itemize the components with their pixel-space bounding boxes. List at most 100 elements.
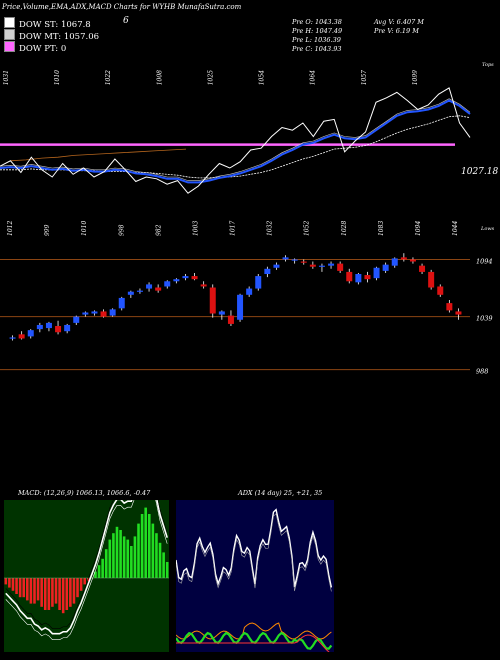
macd-histogram-bar: [79, 578, 83, 591]
top-tick-label: 1010: [54, 70, 61, 85]
macd-histogram-bar: [47, 578, 51, 610]
macd-chart: [4, 500, 169, 652]
candle-body: [27, 330, 34, 337]
candle-body: [200, 284, 207, 287]
candle-body: [291, 259, 298, 261]
candle-body: [64, 324, 71, 332]
pre-low: Pre L: 1036.39: [292, 36, 341, 44]
macd-histogram-bar: [83, 578, 86, 585]
macd-histogram-bar: [4, 578, 8, 585]
candle-body: [282, 257, 289, 260]
candle-body: [328, 263, 335, 266]
macd-histogram-bar: [65, 578, 69, 610]
candle-body: [209, 287, 216, 314]
dma-pt-legend: DOW PT: 0: [4, 41, 66, 54]
candle-body: [173, 279, 180, 282]
macd-histogram-bar: [11, 578, 15, 591]
plus-di-line: [176, 631, 333, 650]
top-tick-label: 1025: [207, 70, 214, 85]
candle-body: [264, 268, 271, 274]
macd-histogram-bar: [22, 578, 26, 598]
candle-body: [428, 271, 435, 288]
grid-label: 1039: [476, 315, 493, 323]
candle-body: [182, 276, 189, 279]
macd-histogram-bar: [76, 578, 79, 598]
candle-body: [55, 326, 62, 333]
macd-histogram-bar: [36, 578, 40, 601]
candle-body: [355, 274, 362, 283]
price-line: [0, 87, 471, 194]
candlestick-chart: 1094 1039 988: [0, 253, 493, 376]
candle-body: [227, 315, 234, 324]
dma-pt-label: DOW PT: 0: [19, 44, 67, 54]
candle-body: [218, 311, 225, 315]
candle-body: [18, 334, 25, 339]
grid-label: 1094: [476, 257, 493, 265]
macd-histogram-bar: [54, 578, 58, 604]
signal-line-dark: [5, 500, 168, 629]
macd-histogram-bar: [51, 578, 54, 607]
macd-histogram-bar: [58, 578, 61, 610]
lows-label: Lows: [480, 226, 495, 232]
grid-label: 988: [476, 368, 488, 376]
candle-body: [100, 311, 107, 317]
price-lines: [0, 87, 471, 194]
dma-mt-label: DOW MT: 1057.06: [19, 32, 100, 42]
candle-body: [255, 276, 262, 289]
last-value-label: 1027.18: [461, 167, 498, 177]
macd-histogram-bar: [33, 578, 36, 604]
candle-body: [127, 291, 134, 295]
candle-body: [246, 288, 253, 295]
top-tick-label: 1008: [156, 70, 163, 85]
macd-histogram-bar: [101, 558, 104, 578]
macd-histogram-bar: [140, 514, 144, 578]
macd-marks: [4, 500, 169, 640]
macd-histogram-bar: [108, 539, 112, 578]
macd-histogram-bar: [155, 533, 158, 578]
candle-body: [382, 264, 389, 271]
macd-background: [4, 500, 169, 652]
candle-body: [391, 258, 398, 266]
macd-histogram-bar: [69, 578, 72, 607]
bottom-tick-label: 998: [118, 224, 125, 236]
macd-histogram-bar: [126, 539, 130, 578]
trend-line: [9, 148, 187, 162]
candle-body: [45, 322, 52, 329]
candle-body: [164, 281, 171, 287]
macd-histogram-bar: [29, 578, 33, 604]
bottom-tick-label: 1012: [7, 221, 14, 236]
candle-body: [109, 309, 116, 316]
macd-histogram-bar: [133, 536, 137, 578]
macd-histogram-bar: [130, 546, 133, 578]
macd-histogram-bar: [112, 533, 115, 578]
candle-body: [36, 324, 43, 330]
bottom-tick-label: 1003: [192, 221, 199, 236]
pre-open: Pre O: 1043.38: [292, 18, 342, 26]
macd-histogram-bar: [122, 536, 126, 578]
candle-body: [73, 316, 80, 323]
bottom-tick-label: 1010: [81, 221, 88, 236]
macd-histogram-bar: [61, 578, 65, 614]
candle-marks: [9, 253, 462, 341]
candle-body: [318, 265, 325, 267]
macd-histogram-bar: [158, 542, 162, 578]
macd-histogram-bar: [119, 530, 122, 578]
candle-body: [400, 257, 407, 260]
macd-histogram-bar: [15, 578, 18, 594]
candle-body: [118, 297, 125, 309]
ema-mid-line: [0, 98, 471, 181]
candle-body: [300, 261, 307, 263]
top-labels: 1031 1010 1022 1008 1025 1054 1064 1057 1099: [3, 70, 419, 85]
dma-mt-swatch: [4, 29, 15, 40]
macd-histogram-bar: [18, 578, 22, 598]
macd-histogram-bar: [165, 562, 169, 578]
adx-background: [176, 500, 334, 652]
adx-marks: [176, 508, 333, 652]
candle-body: [364, 275, 371, 280]
bottom-tick-label: 1032: [267, 221, 274, 236]
adx-line: [176, 622, 332, 640]
price-ema-chart: 1031 1010 1022 1008 1025 1054 1064 1057 1099 101…: [0, 62, 498, 236]
dma-mt-legend: DOW MT: 1057.06: [4, 29, 99, 42]
dma-st-swatch: [4, 17, 15, 28]
macd-histogram-bar: [26, 578, 29, 601]
